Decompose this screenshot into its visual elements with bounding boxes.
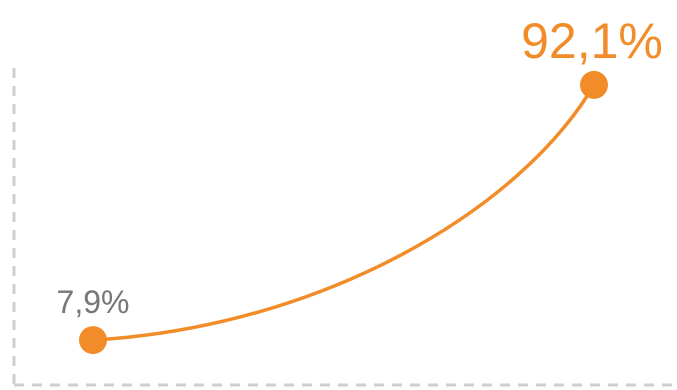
point (580, 70, 608, 99)
point (79, 326, 107, 355)
line (92, 84, 596, 342)
value-label: 92,1% (521, 13, 663, 69)
value-label: 7,9% (57, 284, 130, 320)
